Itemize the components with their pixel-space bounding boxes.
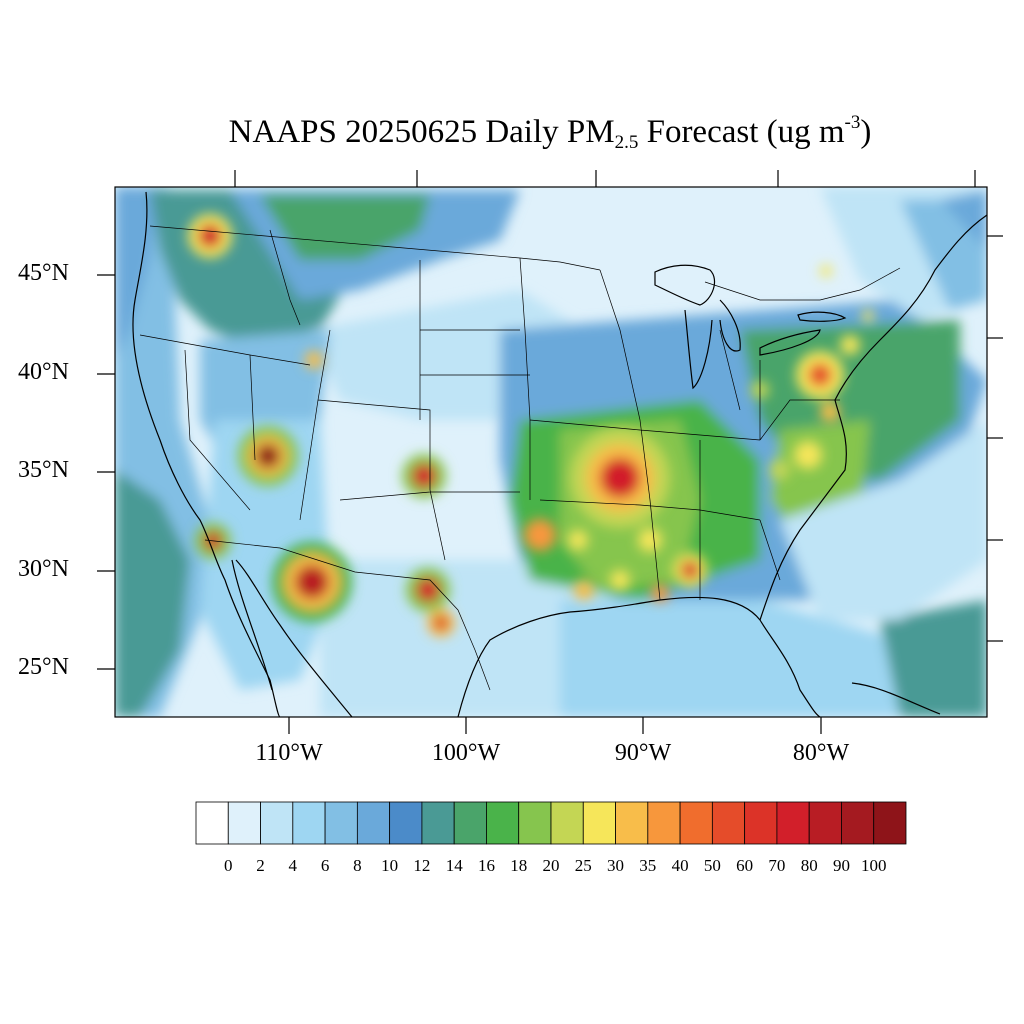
title-middle: Forecast (ug m — [638, 114, 845, 150]
concentration-field — [115, 187, 987, 717]
colorbar-swatch — [615, 801, 649, 845]
colorbar-label: 6 — [320, 856, 330, 875]
colorbar-swatch — [841, 801, 875, 845]
colorbar-swatch — [356, 801, 391, 845]
colorbar-swatch — [260, 801, 294, 845]
colorbar-label: 80 — [800, 856, 818, 875]
colorbar-label: 18 — [510, 856, 528, 875]
colorbar-label: 35 — [639, 856, 657, 875]
colorbar-swatch — [647, 801, 681, 845]
colorbar-label: 10 — [381, 856, 399, 875]
lon-label-110w: 110°W — [255, 740, 323, 766]
colorbar-label: 8 — [353, 856, 362, 875]
title-subscript: 2.5 — [614, 132, 639, 153]
colorbar-swatch — [453, 801, 487, 845]
colorbar-swatch — [389, 801, 423, 845]
axis-ticks — [97, 170, 1003, 734]
lon-label-100w: 100°W — [431, 740, 501, 766]
colorbar-swatch — [679, 801, 713, 845]
colorbar-swatch — [873, 801, 907, 845]
colorbar-label: 25 — [574, 856, 592, 875]
colorbar-swatch — [744, 801, 778, 845]
colorbar-label: 70 — [768, 856, 786, 875]
colorbar-swatch — [195, 801, 229, 845]
title-end: ) — [860, 114, 872, 150]
colorbar-label: 30 — [607, 856, 624, 875]
title-superscript: -3 — [844, 112, 861, 133]
colorbar-swatch — [324, 801, 358, 845]
colorbar-swatch — [776, 801, 810, 845]
colorbar-swatch — [550, 801, 584, 845]
colorbar-label: 16 — [478, 856, 495, 875]
colorbar-label: 60 — [736, 856, 754, 875]
lat-label-30: 30°N — [18, 556, 69, 582]
colorbar-label: 2 — [256, 856, 265, 875]
map-title: NAAPS 20250625 Daily PM2.5 Forecast (ug … — [0, 112, 1024, 154]
colorbar-swatch — [227, 801, 261, 845]
colorbar-swatch — [421, 801, 455, 845]
lon-label-90w: 90°W — [614, 740, 672, 766]
colorbar-label: 50 — [703, 856, 721, 875]
colorbar-label: 90 — [833, 856, 850, 875]
colorbar-label: 4 — [288, 856, 298, 875]
colorbar-swatch — [808, 801, 842, 845]
lat-label-45: 45°N — [18, 260, 69, 286]
map-frame — [114, 186, 988, 718]
colorbar-label: 12 — [413, 856, 431, 875]
title-main: NAAPS 20250625 Daily PM — [228, 114, 615, 150]
colorbar-label: 40 — [671, 856, 689, 875]
colorbar-label: 20 — [542, 856, 560, 875]
lat-label-35: 35°N — [18, 457, 69, 483]
colorbar-swatch — [292, 801, 326, 845]
colorbar-label: 100 — [860, 856, 887, 875]
state-borders — [139, 225, 901, 691]
lon-label-80w: 80°W — [792, 740, 850, 766]
colorbar — [195, 801, 907, 845]
colorbar-label: 14 — [445, 856, 463, 875]
colorbar-swatch — [582, 801, 616, 845]
lat-label-25: 25°N — [18, 654, 69, 680]
colorbar-swatch — [711, 801, 746, 845]
colorbar-label: 0 — [224, 856, 233, 875]
lat-label-40: 40°N — [18, 359, 69, 385]
colorbar-swatch — [518, 801, 552, 845]
colorbar-swatch — [486, 801, 520, 845]
